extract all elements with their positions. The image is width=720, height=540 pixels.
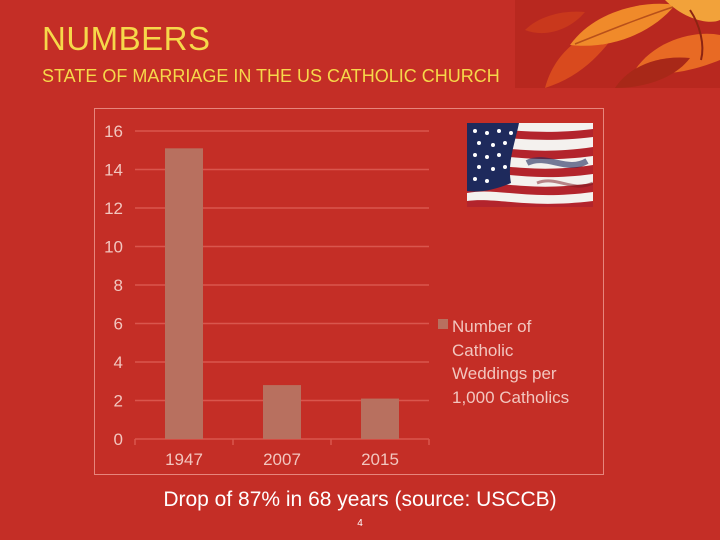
legend-label: Number of Catholic Weddings per 1,000 Ca… xyxy=(452,315,602,409)
american-flag-image xyxy=(467,123,593,207)
legend-line: Catholic xyxy=(452,340,514,360)
legend-line: 1,000 Catholics xyxy=(452,387,570,407)
legend-line: Weddings per xyxy=(452,364,557,383)
y-tick-label: 0 xyxy=(114,430,123,449)
y-tick-label: 8 xyxy=(114,276,123,295)
x-tick-label: 2007 xyxy=(263,450,301,469)
bar-chart: 0 2 4 6 8 10 12 14 16 1947 2007 2015 xyxy=(104,122,430,469)
x-tick-label: 2015 xyxy=(361,450,399,469)
chart-panel: 0 2 4 6 8 10 12 14 16 1947 2007 2015 Number of Cath… xyxy=(94,108,604,475)
autumn-leaves-image xyxy=(515,0,720,88)
legend-line: Number of xyxy=(452,317,532,336)
bar xyxy=(165,148,203,439)
slide-subtitle: STATE OF MARRIAGE IN THE US CATHOLIC CHU… xyxy=(42,66,500,86)
page-number: 4 xyxy=(357,518,363,529)
y-tick-label: 16 xyxy=(104,122,123,141)
legend-swatch xyxy=(438,319,448,329)
x-tick-label: 1947 xyxy=(165,450,203,469)
y-tick-label: 4 xyxy=(114,353,123,372)
chart-caption: Drop of 87% in 68 years (source: USCCB) xyxy=(163,488,557,511)
y-tick-label: 2 xyxy=(114,392,123,411)
bar xyxy=(361,398,399,439)
slide-title: NUMBERS xyxy=(42,20,211,57)
y-tick-label: 12 xyxy=(104,199,123,218)
y-tick-label: 14 xyxy=(104,161,123,180)
bar xyxy=(263,385,301,439)
y-tick-label: 10 xyxy=(104,238,123,257)
y-tick-label: 6 xyxy=(114,315,123,334)
